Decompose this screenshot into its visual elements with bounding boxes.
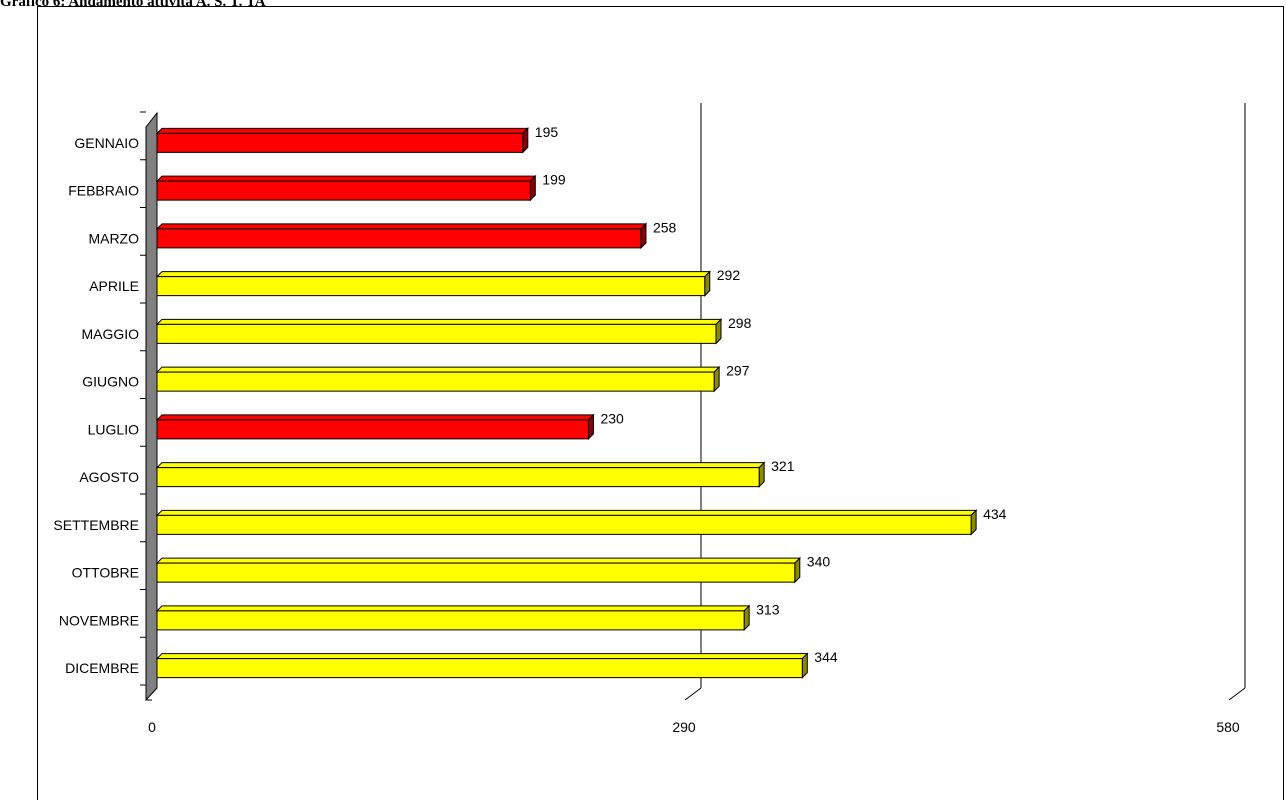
category-label: NOVEMBRE — [59, 612, 139, 628]
category-label: FEBBRAIO — [68, 183, 139, 199]
chart-frame — [37, 6, 1284, 800]
data-label: 434 — [983, 506, 1007, 522]
data-label: 199 — [542, 172, 566, 188]
bar — [156, 658, 803, 679]
bar-top — [155, 127, 530, 134]
chart-title: Grafico 6: Andamento attività A. S. T. T… — [0, 0, 266, 10]
data-label: 195 — [535, 124, 559, 140]
bar — [156, 228, 642, 249]
bar — [156, 180, 531, 201]
bar-end — [640, 222, 647, 250]
bar — [156, 419, 589, 440]
category-label: GENNAIO — [74, 135, 139, 151]
data-label: 340 — [807, 554, 831, 570]
x-tick-label: 290 — [672, 719, 696, 735]
bar-top — [155, 318, 723, 325]
bar — [156, 323, 717, 344]
data-label: 344 — [814, 649, 838, 665]
bar-end — [758, 461, 765, 488]
x-tick-label: 580 — [1216, 719, 1240, 735]
category-label: DICEMBRE — [65, 660, 139, 676]
bar — [156, 610, 745, 631]
bar-top — [155, 414, 595, 421]
data-label: 313 — [756, 601, 780, 617]
bar — [156, 132, 524, 153]
data-label: 321 — [771, 458, 795, 474]
bar-end — [587, 413, 594, 441]
bar-top — [155, 175, 537, 182]
gridline-floor — [1228, 687, 1246, 701]
bar-top — [155, 366, 721, 373]
bar-top — [155, 605, 751, 612]
side-wall — [145, 111, 158, 702]
bar-top — [155, 557, 802, 564]
bar-end — [704, 270, 711, 297]
category-label: MARZO — [88, 230, 139, 246]
gridline-floor — [684, 687, 702, 701]
bar — [156, 371, 715, 392]
data-label: 258 — [653, 219, 677, 235]
bar-top — [155, 653, 809, 660]
x-tick-label: 0 — [148, 719, 156, 735]
category-label: APRILE — [89, 278, 139, 294]
data-label: 230 — [600, 410, 624, 426]
category-label: SETTEMBRE — [53, 517, 139, 533]
bar-end — [522, 127, 529, 154]
bar-end — [743, 604, 750, 632]
bar — [156, 562, 796, 583]
data-label: 298 — [728, 315, 752, 331]
bar-end — [794, 556, 801, 584]
bar — [156, 276, 706, 297]
bar-end — [529, 174, 536, 202]
bar-end — [801, 652, 808, 679]
bar-top — [155, 271, 711, 278]
bar — [156, 514, 972, 535]
bar — [156, 467, 760, 488]
category-label: MAGGIO — [81, 326, 139, 342]
bar-end — [715, 318, 722, 345]
bar-end — [970, 509, 977, 536]
bar-top — [155, 509, 978, 516]
data-label: 297 — [726, 363, 750, 379]
category-label: AGOSTO — [79, 469, 139, 485]
category-label: LUGLIO — [88, 421, 139, 437]
bar-top — [155, 462, 766, 469]
category-label: GIUGNO — [82, 374, 139, 390]
bar-end — [713, 365, 720, 393]
bar-top — [155, 223, 648, 230]
data-label: 292 — [717, 267, 741, 283]
category-label: OTTOBRE — [72, 565, 139, 581]
